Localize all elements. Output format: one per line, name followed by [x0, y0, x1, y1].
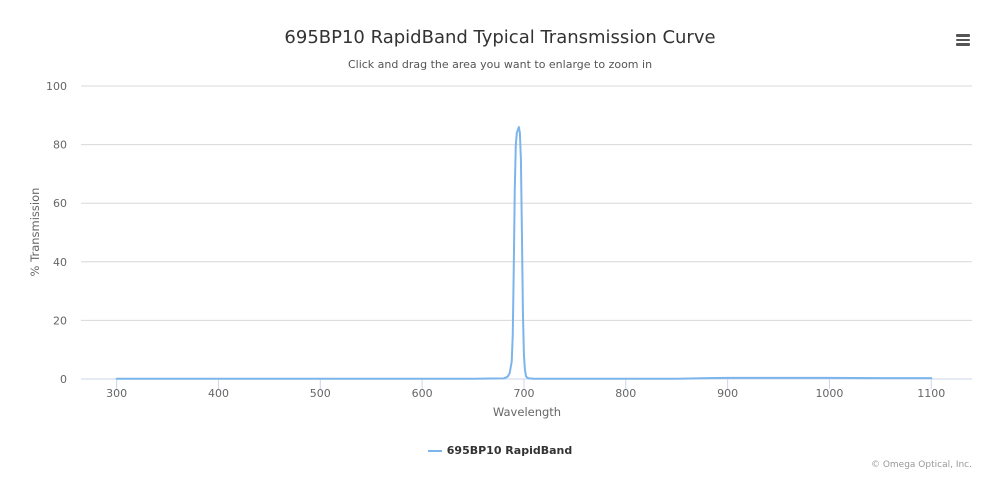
legend-swatch — [427, 449, 442, 452]
legend-label: 695BP10 RapidBand — [446, 444, 573, 457]
y-tick-label: 20 — [53, 314, 67, 327]
x-tick-label: 600 — [412, 387, 433, 400]
x-tick-label: 1000 — [815, 387, 843, 400]
y-tick-label: 60 — [53, 197, 67, 210]
y-tick-label: 40 — [53, 256, 67, 269]
hamburger-menu-icon[interactable] — [952, 32, 974, 50]
y-axis-labels: 0 20 40 60 80 100 — [46, 80, 67, 386]
x-tick-label: 500 — [310, 387, 331, 400]
legend: 695BP10 RapidBand — [0, 444, 1000, 457]
x-axis-ticks: 300 400 500 600 700 800 900 1000 1100 — [106, 379, 945, 400]
x-tick-label: 900 — [717, 387, 738, 400]
y-tick-label: 100 — [46, 80, 67, 93]
grid-lines — [81, 85, 972, 380]
chart-subtitle: Click and drag the area you want to enla… — [347, 58, 653, 71]
series-line[interactable] — [115, 126, 933, 380]
chart-title: 695BP10 RapidBand Typical Transmission C… — [284, 27, 716, 48]
credits-link[interactable]: © Omega Optical, Inc. — [870, 460, 972, 470]
x-tick-label: 800 — [615, 387, 636, 400]
x-axis-title: Wavelength — [493, 405, 561, 419]
series-layer — [115, 126, 933, 380]
menu-bar-2 — [956, 38, 970, 41]
x-tick-label: 700 — [513, 387, 534, 400]
y-tick-label: 80 — [53, 139, 67, 152]
x-tick-label: 300 — [106, 387, 127, 400]
legend-item[interactable]: 695BP10 RapidBand — [427, 444, 573, 457]
y-axis-title: % Transmission — [28, 188, 42, 277]
menu-bar-3 — [956, 43, 970, 46]
y-tick-label: 0 — [60, 373, 67, 386]
x-tick-label: 400 — [208, 387, 229, 400]
x-tick-label: 1100 — [917, 387, 945, 400]
menu-bar-1 — [956, 34, 970, 37]
